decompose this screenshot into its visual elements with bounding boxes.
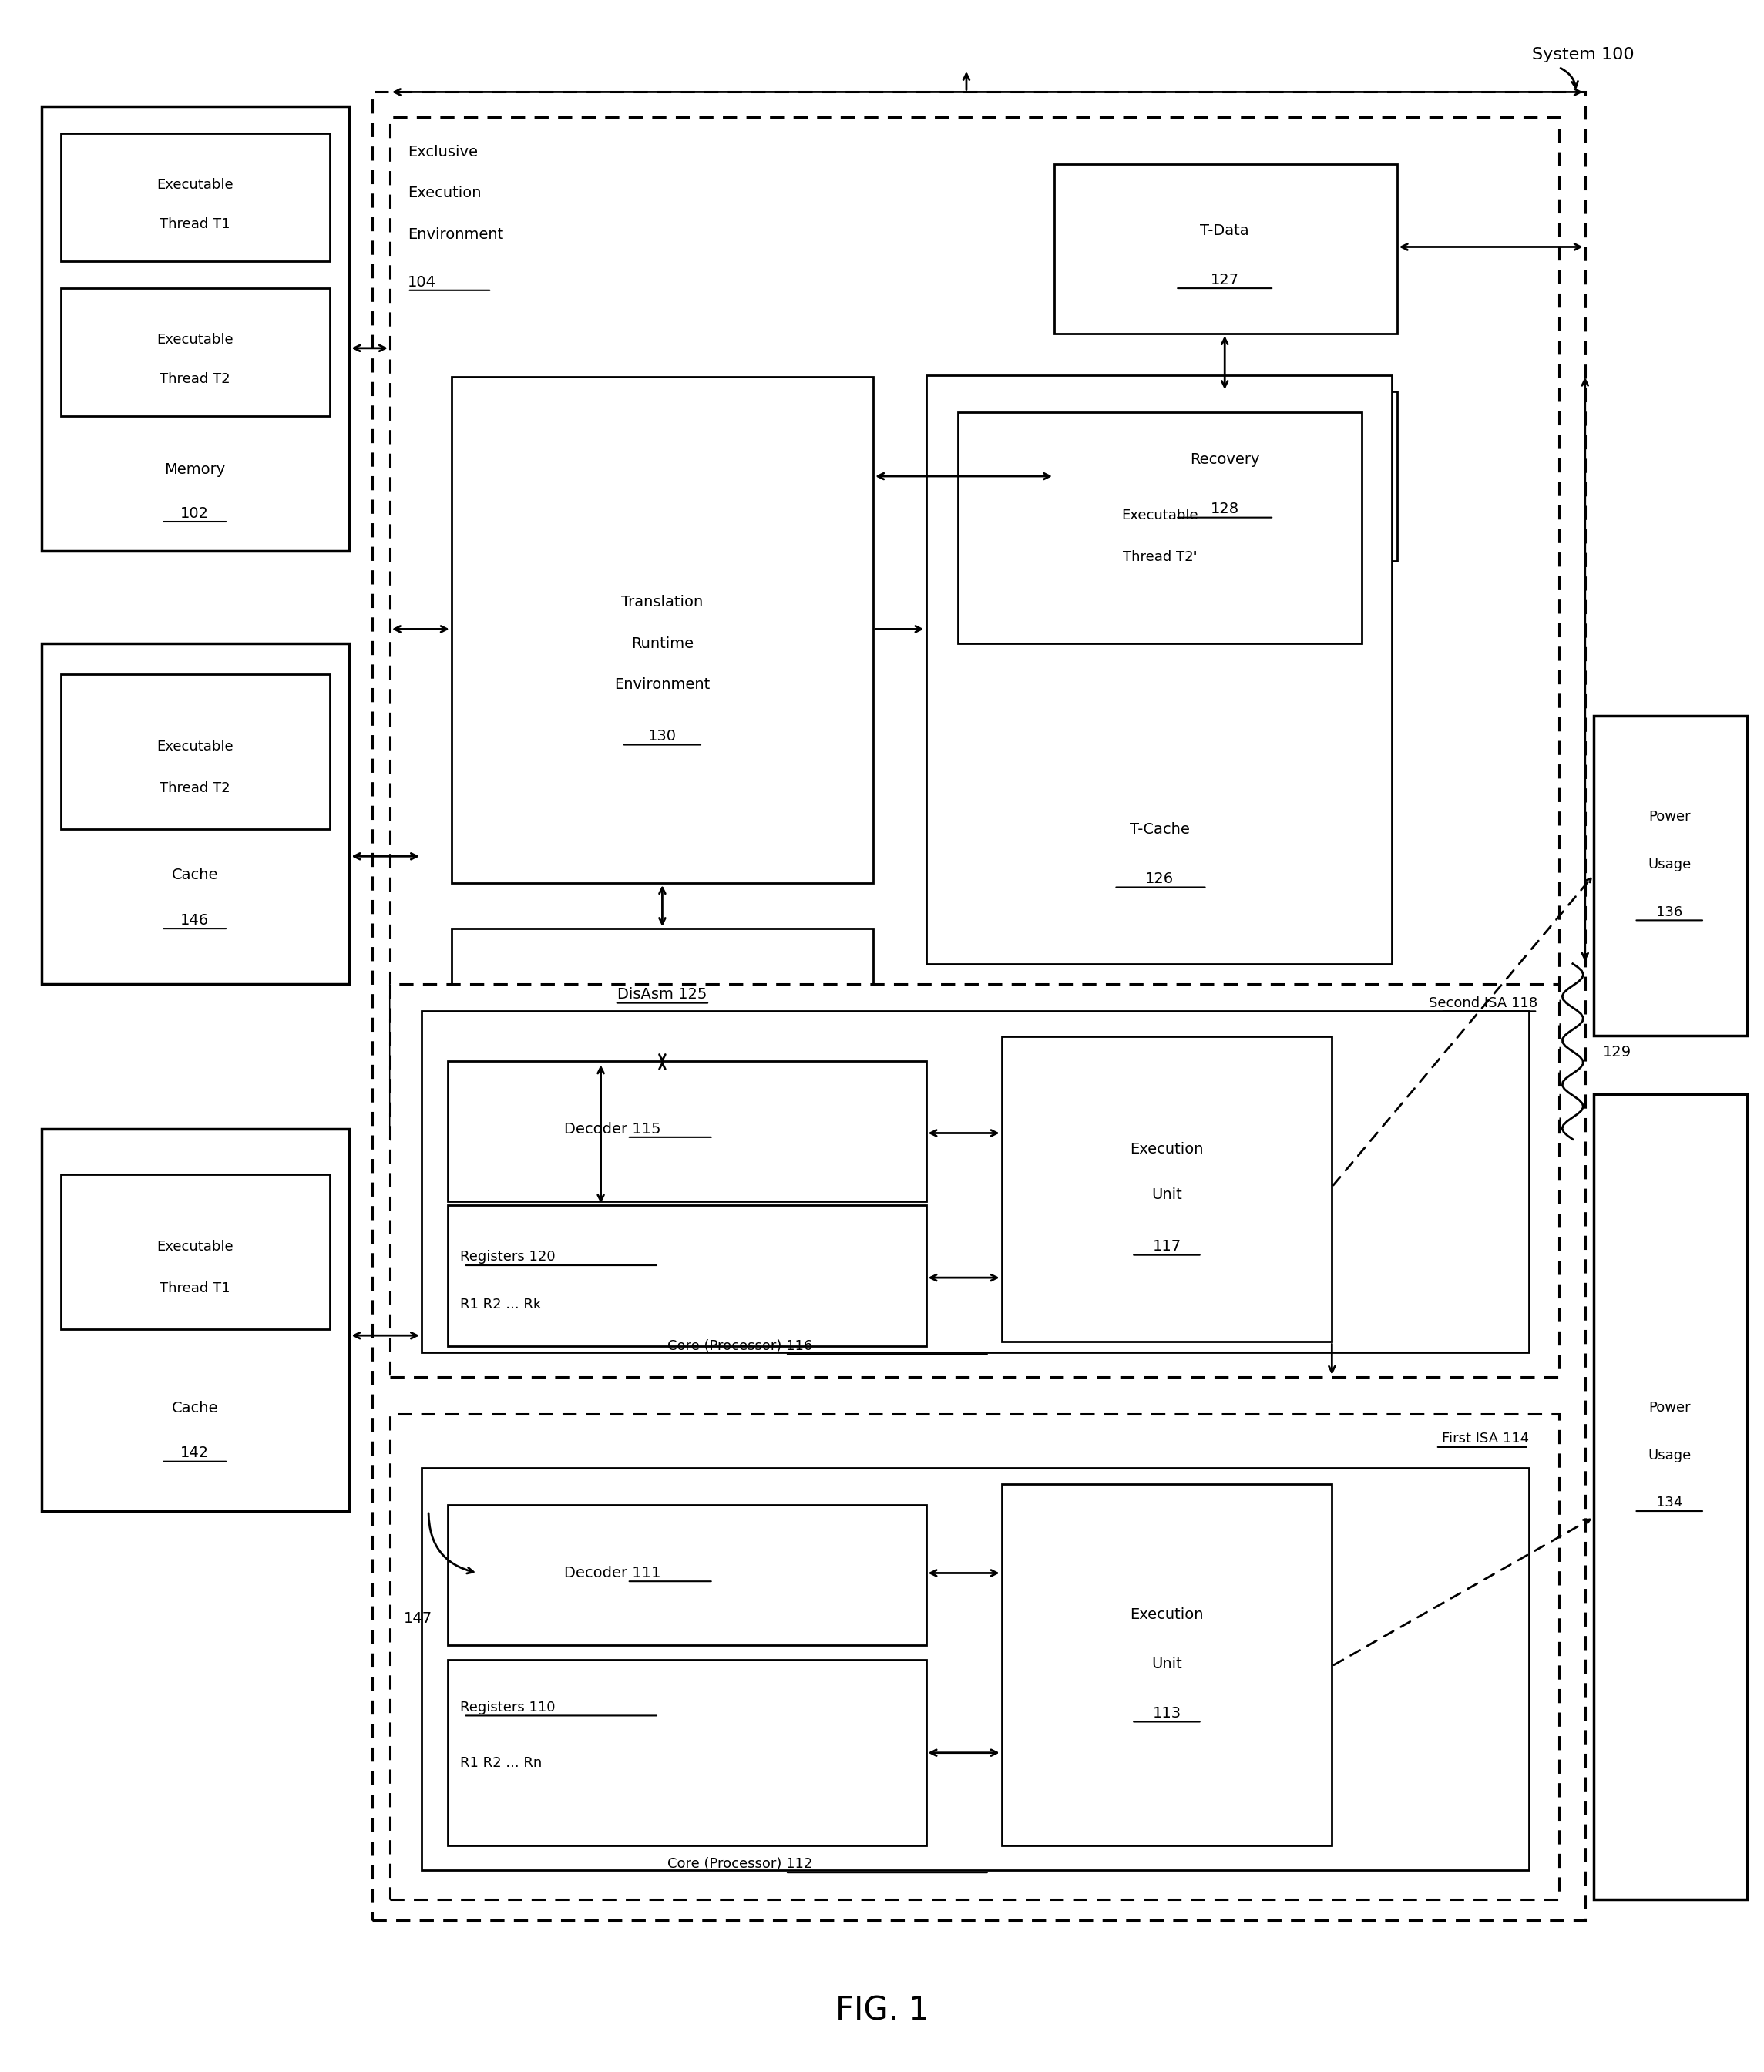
Text: Registers 120: Registers 120 <box>460 1249 556 1264</box>
Text: 129: 129 <box>1603 1044 1632 1061</box>
Bar <box>448 1061 926 1202</box>
Bar <box>390 1413 1559 1900</box>
Text: Usage: Usage <box>1648 858 1692 872</box>
Bar <box>452 377 873 883</box>
Bar <box>1002 1484 1332 1846</box>
Text: 146: 146 <box>180 914 210 928</box>
Bar <box>390 116 1559 1140</box>
Bar <box>62 133 330 261</box>
Text: Thread T2: Thread T2 <box>159 373 229 385</box>
Bar <box>42 106 349 551</box>
Text: Cache: Cache <box>171 1401 219 1415</box>
Text: 130: 130 <box>647 729 677 744</box>
Bar <box>448 1504 926 1645</box>
Text: T-Data: T-Data <box>1200 224 1249 238</box>
Text: 128: 128 <box>1210 501 1238 516</box>
Text: 147: 147 <box>404 1612 432 1627</box>
Text: Memory: Memory <box>164 462 226 477</box>
Bar <box>42 1129 349 1510</box>
Text: Core (Processor) 116: Core (Processor) 116 <box>667 1339 813 1353</box>
Text: 126: 126 <box>1145 872 1175 887</box>
Text: 142: 142 <box>180 1446 210 1461</box>
Text: Thread T2': Thread T2' <box>1122 549 1198 564</box>
Text: Executable: Executable <box>157 178 233 193</box>
Bar <box>62 675 330 829</box>
Bar <box>390 984 1559 1376</box>
Text: Translation: Translation <box>621 595 704 609</box>
Text: Executable: Executable <box>157 740 233 754</box>
Text: System 100: System 100 <box>1533 48 1635 62</box>
Text: FIG. 1: FIG. 1 <box>834 1995 930 2026</box>
Text: Execution: Execution <box>1131 1142 1203 1156</box>
Bar <box>1595 1094 1746 1900</box>
Text: 117: 117 <box>1152 1239 1182 1254</box>
Text: Decoder 115: Decoder 115 <box>564 1121 662 1135</box>
Text: Power: Power <box>1648 1401 1690 1415</box>
Text: R1 R2 ... Rk: R1 R2 ... Rk <box>460 1297 542 1312</box>
Text: Recovery: Recovery <box>1191 452 1259 466</box>
Bar <box>422 1011 1529 1353</box>
Text: 104: 104 <box>407 276 436 290</box>
Bar <box>1002 1036 1332 1343</box>
Text: Thread T2: Thread T2 <box>159 781 229 796</box>
Bar <box>1055 392 1397 562</box>
Text: Core (Processor) 112: Core (Processor) 112 <box>667 1857 813 1871</box>
Text: Execution: Execution <box>1131 1608 1203 1622</box>
Bar <box>1595 715 1746 1036</box>
Bar <box>62 288 330 416</box>
Text: 102: 102 <box>180 506 210 520</box>
Text: Executable: Executable <box>1122 508 1198 522</box>
Bar <box>926 375 1392 963</box>
Bar <box>1055 164 1397 334</box>
Text: Usage: Usage <box>1648 1448 1692 1463</box>
Text: Second ISA 118: Second ISA 118 <box>1429 997 1538 1009</box>
Bar <box>62 1175 330 1330</box>
Bar <box>448 1660 926 1846</box>
Text: Unit: Unit <box>1152 1658 1182 1672</box>
Text: Execution: Execution <box>407 186 482 201</box>
Text: Power: Power <box>1648 810 1690 825</box>
Text: Exclusive: Exclusive <box>407 145 478 160</box>
Text: DisAsm 125: DisAsm 125 <box>617 988 707 1003</box>
Text: Unit: Unit <box>1152 1187 1182 1202</box>
Text: R1 R2 ... Rn: R1 R2 ... Rn <box>460 1757 542 1769</box>
Bar <box>452 928 873 1063</box>
Text: Runtime: Runtime <box>632 636 693 651</box>
Text: Cache: Cache <box>171 868 219 883</box>
Bar <box>422 1467 1529 1871</box>
Bar <box>958 412 1362 644</box>
Text: Environment: Environment <box>614 678 711 692</box>
Text: 134: 134 <box>1656 1496 1683 1510</box>
Text: 113: 113 <box>1152 1705 1182 1722</box>
Text: Executable: Executable <box>157 1239 233 1254</box>
Bar <box>42 644 349 984</box>
Text: Decoder 111: Decoder 111 <box>564 1566 660 1581</box>
Text: Registers 110: Registers 110 <box>460 1701 556 1714</box>
Text: 127: 127 <box>1210 274 1238 288</box>
Bar <box>372 91 1586 1921</box>
Text: T-Cache: T-Cache <box>1129 823 1189 837</box>
Bar <box>448 1206 926 1347</box>
Text: Thread T1: Thread T1 <box>159 1280 229 1295</box>
Text: Environment: Environment <box>407 228 503 242</box>
Text: First ISA 114: First ISA 114 <box>1441 1432 1529 1446</box>
Text: 136: 136 <box>1656 905 1683 920</box>
Text: Executable: Executable <box>157 334 233 346</box>
Text: Thread T1: Thread T1 <box>159 218 229 232</box>
